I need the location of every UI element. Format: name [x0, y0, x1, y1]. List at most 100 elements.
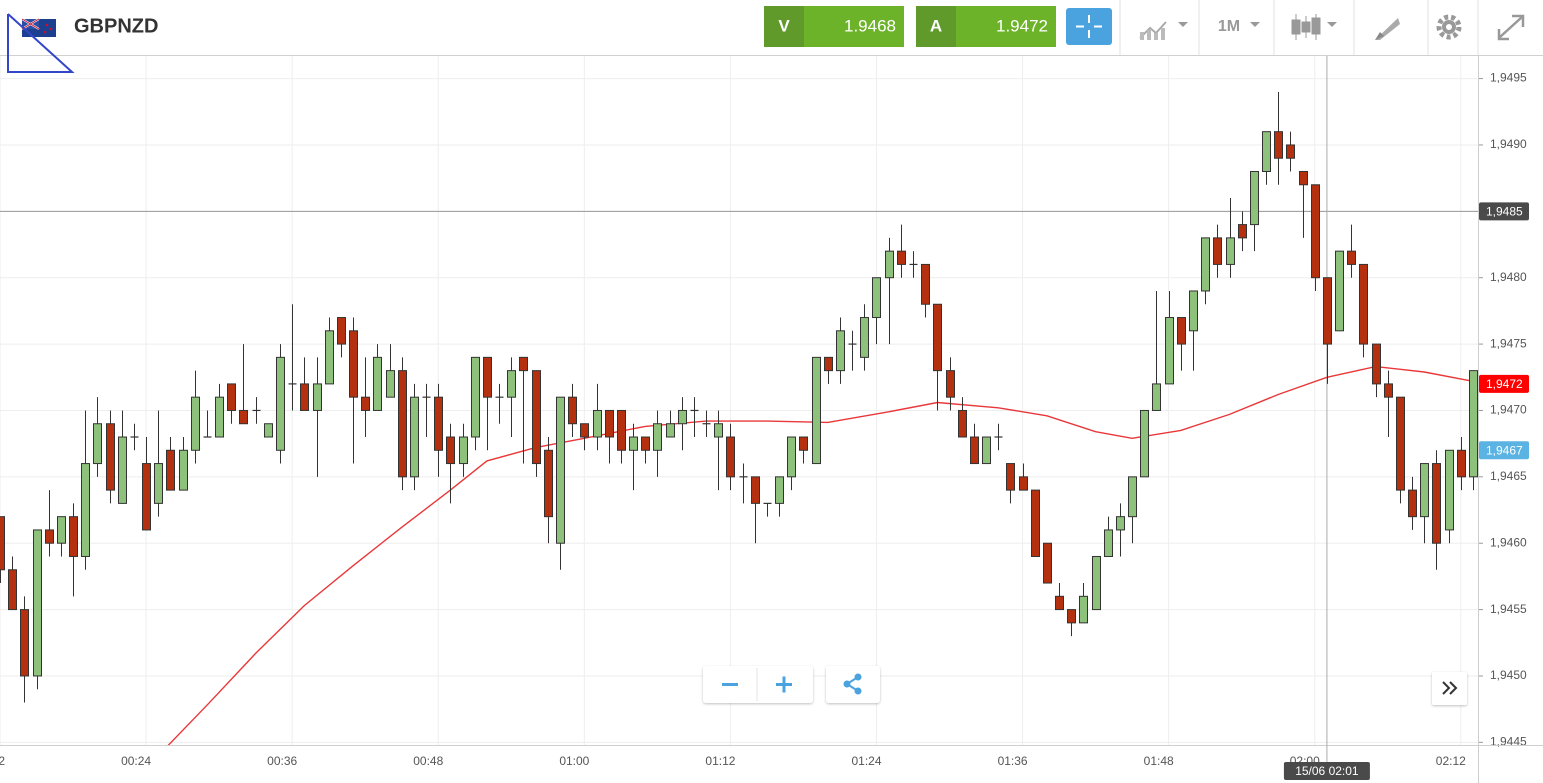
candle-body: [166, 449, 175, 491]
candle-body: [824, 356, 833, 372]
candle-body: [1445, 449, 1454, 531]
candle-body: [1469, 370, 1478, 478]
fullscreen-button[interactable]: [1497, 14, 1525, 41]
candle-body: [836, 330, 845, 372]
candle-body: [799, 436, 808, 451]
scroll-right-button[interactable]: [1432, 672, 1467, 705]
candle-body: [264, 423, 273, 438]
candle-body: [1140, 409, 1149, 478]
candle-body: [361, 396, 370, 411]
candle-body: [507, 370, 516, 398]
candle-body: [446, 436, 455, 465]
candle-body: [726, 436, 735, 478]
x-tick-label: 02:12: [1436, 754, 1466, 768]
zoom-in-button[interactable]: [757, 666, 813, 703]
candle-body: [1201, 237, 1210, 292]
candle-body: [958, 409, 967, 438]
candle-body: [81, 463, 90, 557]
candle-body: [885, 250, 894, 279]
candle-body: [1299, 170, 1308, 186]
candle-body: [556, 396, 565, 544]
candle-body: [1250, 170, 1259, 226]
candle-body: [519, 356, 528, 372]
x-tick-label: 01:00: [559, 754, 589, 768]
candle-body: [154, 463, 163, 504]
candle-body: [629, 436, 638, 451]
share-button[interactable]: [826, 666, 880, 703]
candle-body: [8, 569, 17, 611]
candle-body: [1286, 144, 1295, 159]
zoom-controls: [703, 666, 1467, 705]
x-tick-label: 01:36: [998, 754, 1028, 768]
candle-body: [191, 396, 200, 451]
candle-body: [410, 396, 419, 478]
candle-body: [33, 529, 42, 677]
x-tick-label: 00:12: [0, 754, 5, 768]
candle-body: [118, 436, 127, 504]
zoom-out-button[interactable]: [703, 666, 757, 703]
candle-body: [1347, 250, 1356, 265]
candle-body: [1323, 277, 1332, 345]
y-tick-label: 1,9490: [1490, 137, 1527, 151]
price-marker: [1479, 441, 1529, 460]
candle-body: [1104, 529, 1113, 557]
candle-body: [300, 383, 309, 411]
candle-body: [982, 436, 991, 465]
candle-body: [1116, 516, 1125, 531]
candle-body: [1067, 609, 1076, 624]
candle-body: [946, 370, 955, 398]
candle-body: [1019, 476, 1028, 491]
candle-body: [434, 396, 443, 451]
candle-body: [1359, 263, 1368, 345]
candle-body: [812, 356, 821, 465]
zoom-box: [703, 666, 813, 703]
moving-average-line: [167, 365, 1474, 745]
candle-body: [1384, 383, 1393, 398]
flag-icon: [21, 18, 56, 37]
candle-body: [1043, 542, 1052, 584]
y-tick-label: 1,9495: [1490, 71, 1527, 85]
x-tick-label: 00:24: [121, 754, 151, 768]
x-tick-label: 01:12: [705, 754, 735, 768]
candle-body: [45, 529, 54, 544]
candle-body: [921, 263, 930, 305]
candle-body: [897, 250, 906, 265]
timeframe: 1M: [1218, 18, 1240, 35]
sell-button[interactable]: V 1.9468: [764, 6, 904, 47]
x-tick-label: 00:48: [413, 754, 443, 768]
candle-body: [1128, 476, 1137, 518]
buy-button[interactable]: A 1.9472: [916, 6, 1056, 47]
candle-body: [1335, 250, 1344, 332]
candle-body: [714, 423, 723, 438]
candle-body: [860, 317, 869, 358]
candle-body: [349, 330, 358, 398]
y-tick-label: 1,9470: [1490, 403, 1527, 417]
crosshair-y-label: 1,9485: [1486, 204, 1523, 218]
chart-type-button[interactable]: [1291, 14, 1337, 40]
candle-body: [325, 330, 334, 385]
candle-body: [593, 409, 602, 438]
settings-button[interactable]: [1436, 14, 1462, 40]
y-tick-label: 1,9445: [1490, 735, 1527, 749]
drawing-button[interactable]: [1375, 18, 1400, 40]
candle-body: [1420, 463, 1429, 518]
y-tick-label: 1,9465: [1490, 469, 1527, 483]
candle-body: [69, 516, 78, 557]
candle-body: [641, 436, 650, 451]
candle-body: [1165, 317, 1174, 385]
candle-body: [580, 423, 589, 438]
candle-body: [313, 383, 322, 411]
candle-body: [57, 516, 66, 544]
candle-body: [1152, 383, 1161, 411]
crosshair-button[interactable]: [1066, 8, 1112, 45]
candle-body: [1055, 595, 1064, 611]
indicators-button[interactable]: [1139, 21, 1188, 40]
timeframe-button[interactable]: 1M: [1218, 18, 1260, 35]
x-tick-label: 00:36: [267, 754, 297, 768]
candle-body: [1408, 489, 1417, 518]
candle-body: [1031, 489, 1040, 557]
candle-body: [398, 370, 407, 478]
candle-body: [179, 449, 188, 491]
candle-body: [751, 476, 760, 504]
